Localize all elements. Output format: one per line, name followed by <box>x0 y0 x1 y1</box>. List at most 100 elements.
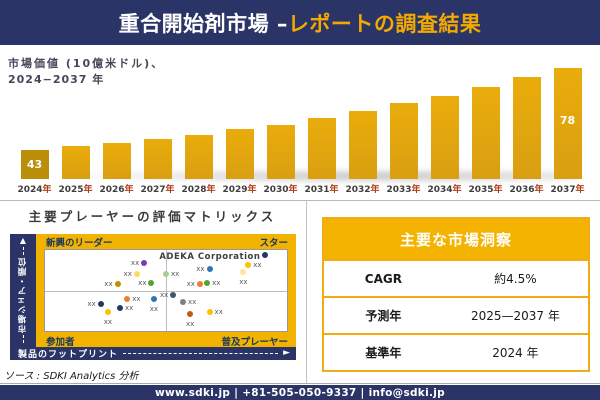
year-suffix: 年 <box>288 185 298 195</box>
matrix-point-label: xx <box>239 277 248 286</box>
matrix-point-label: xx <box>138 279 147 288</box>
bar-2031 <box>307 118 336 179</box>
year-suffix: 年 <box>411 185 421 195</box>
year-number: 2037 <box>550 185 576 195</box>
bar-2025 <box>61 146 90 179</box>
matrix-y-axis-label: 市場シェア・順位 <box>18 257 28 333</box>
arrow-up-icon: ▲ <box>19 236 27 245</box>
year-number: 2034 <box>427 185 453 195</box>
matrix-point-11: xx <box>204 279 220 287</box>
insight-row-value: 2024 年 <box>492 346 539 360</box>
year-suffix: 年 <box>42 185 52 195</box>
quadrant-label-participants: 参加者 <box>46 337 75 348</box>
bar-2034 <box>430 96 459 179</box>
matrix-point-6: xx <box>196 265 213 273</box>
year-suffix: 年 <box>370 185 380 195</box>
year-number: 2029 <box>222 185 248 195</box>
bar-value-label-2037: 78 <box>559 114 576 127</box>
matrix-point-label: xx <box>103 317 113 326</box>
matrix-point-label: xx <box>186 319 195 328</box>
bar-x-label-2032: 2032年 <box>345 182 380 195</box>
matrix-point-label: xx <box>149 305 159 314</box>
year-number: 2028 <box>181 185 207 195</box>
matrix-title: 主要プレーヤーの評価マトリックス <box>28 209 277 224</box>
matrix-x-axis: 製品のフットプリント ► <box>10 347 296 360</box>
bar-x-label-2035: 2035年 <box>468 182 502 195</box>
page-title-main: 重合開始剤市場 – <box>118 11 288 36</box>
arrow-right-icon: ► <box>283 348 290 358</box>
matrix-point-5: xx <box>163 270 179 278</box>
bar-column-2035: 2035年 <box>465 64 506 195</box>
matrix-point-label: xx <box>123 270 132 279</box>
matrix-scatter-plot: ADEKA Corporation xx xx xx xx xx xx xx xx xx xx xx… <box>44 249 288 332</box>
year-number: 2033 <box>386 185 412 195</box>
quadrant-label-pervasive-players: 普及プレーヤー <box>221 337 288 348</box>
matrix-point-label: xx <box>159 291 169 300</box>
insights-table-header: 主要な市場洞察 <box>324 219 588 259</box>
bar-2029 <box>225 129 254 179</box>
matrix-point-13: xx <box>150 296 158 313</box>
bar-chart: 43 2024年 2025年 2026年 2027年 2028年 2029年 2030年 203… <box>14 64 588 195</box>
year-number: 2032 <box>345 185 371 195</box>
bar-2024: 43 <box>20 150 49 179</box>
matrix-point-12: xx <box>124 295 141 303</box>
bar-2036 <box>512 77 541 179</box>
bar-2037: 78 <box>553 68 582 179</box>
year-number: 2036 <box>509 185 535 195</box>
year-suffix: 年 <box>575 185 585 195</box>
year-number: 2035 <box>468 185 494 195</box>
insight-row-label: CAGR <box>364 271 402 286</box>
year-number: 2031 <box>304 185 330 195</box>
matrix-point-label: xx <box>186 280 195 289</box>
matrix-top-labels: 新興のリーダー スター <box>36 234 296 249</box>
bar-column-2026: 2026年 <box>96 64 137 195</box>
matrix-point-7 <box>262 251 269 258</box>
matrix-point-15: xx <box>117 304 133 312</box>
bar-2032 <box>348 111 377 179</box>
quadrant-label-emerging-leaders: 新興のリーダー <box>46 238 113 249</box>
bar-2035 <box>471 87 500 179</box>
x-axis-dashed-line <box>123 353 279 354</box>
year-suffix: 年 <box>83 185 93 195</box>
year-suffix: 年 <box>329 185 339 195</box>
matrix-point-2: xx <box>124 270 140 278</box>
bar-column-2036: 2036年 <box>506 64 547 195</box>
section-divider-bottom <box>0 383 600 384</box>
insight-row-2: 予測年 2025—2037 年 <box>324 296 588 333</box>
bar-x-label-2034: 2034年 <box>427 182 462 195</box>
bar-x-label-2029: 2029年 <box>222 182 256 195</box>
matrix-point-4: xx <box>138 279 155 287</box>
year-number: 2027 <box>140 185 166 195</box>
matrix-point-label: xx <box>104 280 113 289</box>
bar-x-label-2025: 2025年 <box>58 182 93 195</box>
bar-column-2032: 2032年 <box>342 64 383 195</box>
bar-value-label-2024: 43 <box>26 158 43 171</box>
year-suffix: 年 <box>124 185 134 195</box>
matrix-point-label: xx <box>253 261 262 270</box>
matrix-point-label: xx <box>130 258 140 267</box>
matrix-point-18: xx <box>179 298 196 306</box>
year-suffix: 年 <box>206 185 216 195</box>
bar-column-2027: 2027年 <box>137 64 178 195</box>
matrix-point-label: xx <box>171 270 180 279</box>
insight-row-label: 予測年 <box>365 309 402 323</box>
matrix-point-label: xx <box>132 294 141 303</box>
y-axis-dashed-line <box>22 247 24 255</box>
bar-column-2033: 2033年 <box>383 64 424 195</box>
bar-x-label-2033: 2033年 <box>386 182 421 195</box>
matrix-point-1: xx <box>131 259 148 267</box>
year-suffix: 年 <box>452 185 462 195</box>
insight-row-3: 基準年 2024 年 <box>324 333 588 370</box>
matrix-point-label: xx <box>87 300 96 309</box>
insight-row-label: 基準年 <box>365 346 402 360</box>
bar-x-label-2036: 2036年 <box>509 182 544 195</box>
matrix-point-16: xx <box>104 308 112 326</box>
year-number: 2024 <box>17 185 43 195</box>
evaluation-matrix: ▲ 市場シェア・順位 新興のリーダー スター ADEKA Corporation… <box>10 234 296 360</box>
year-suffix: 年 <box>534 185 544 195</box>
matrix-point-label: xx <box>187 297 197 306</box>
insight-row-value: 2025—2037 年 <box>470 309 560 323</box>
insights-table-title: 主要な市場洞察 <box>399 230 512 249</box>
bar-x-label-2027: 2027年 <box>140 182 174 195</box>
matrix-point-17: xx <box>160 291 177 299</box>
